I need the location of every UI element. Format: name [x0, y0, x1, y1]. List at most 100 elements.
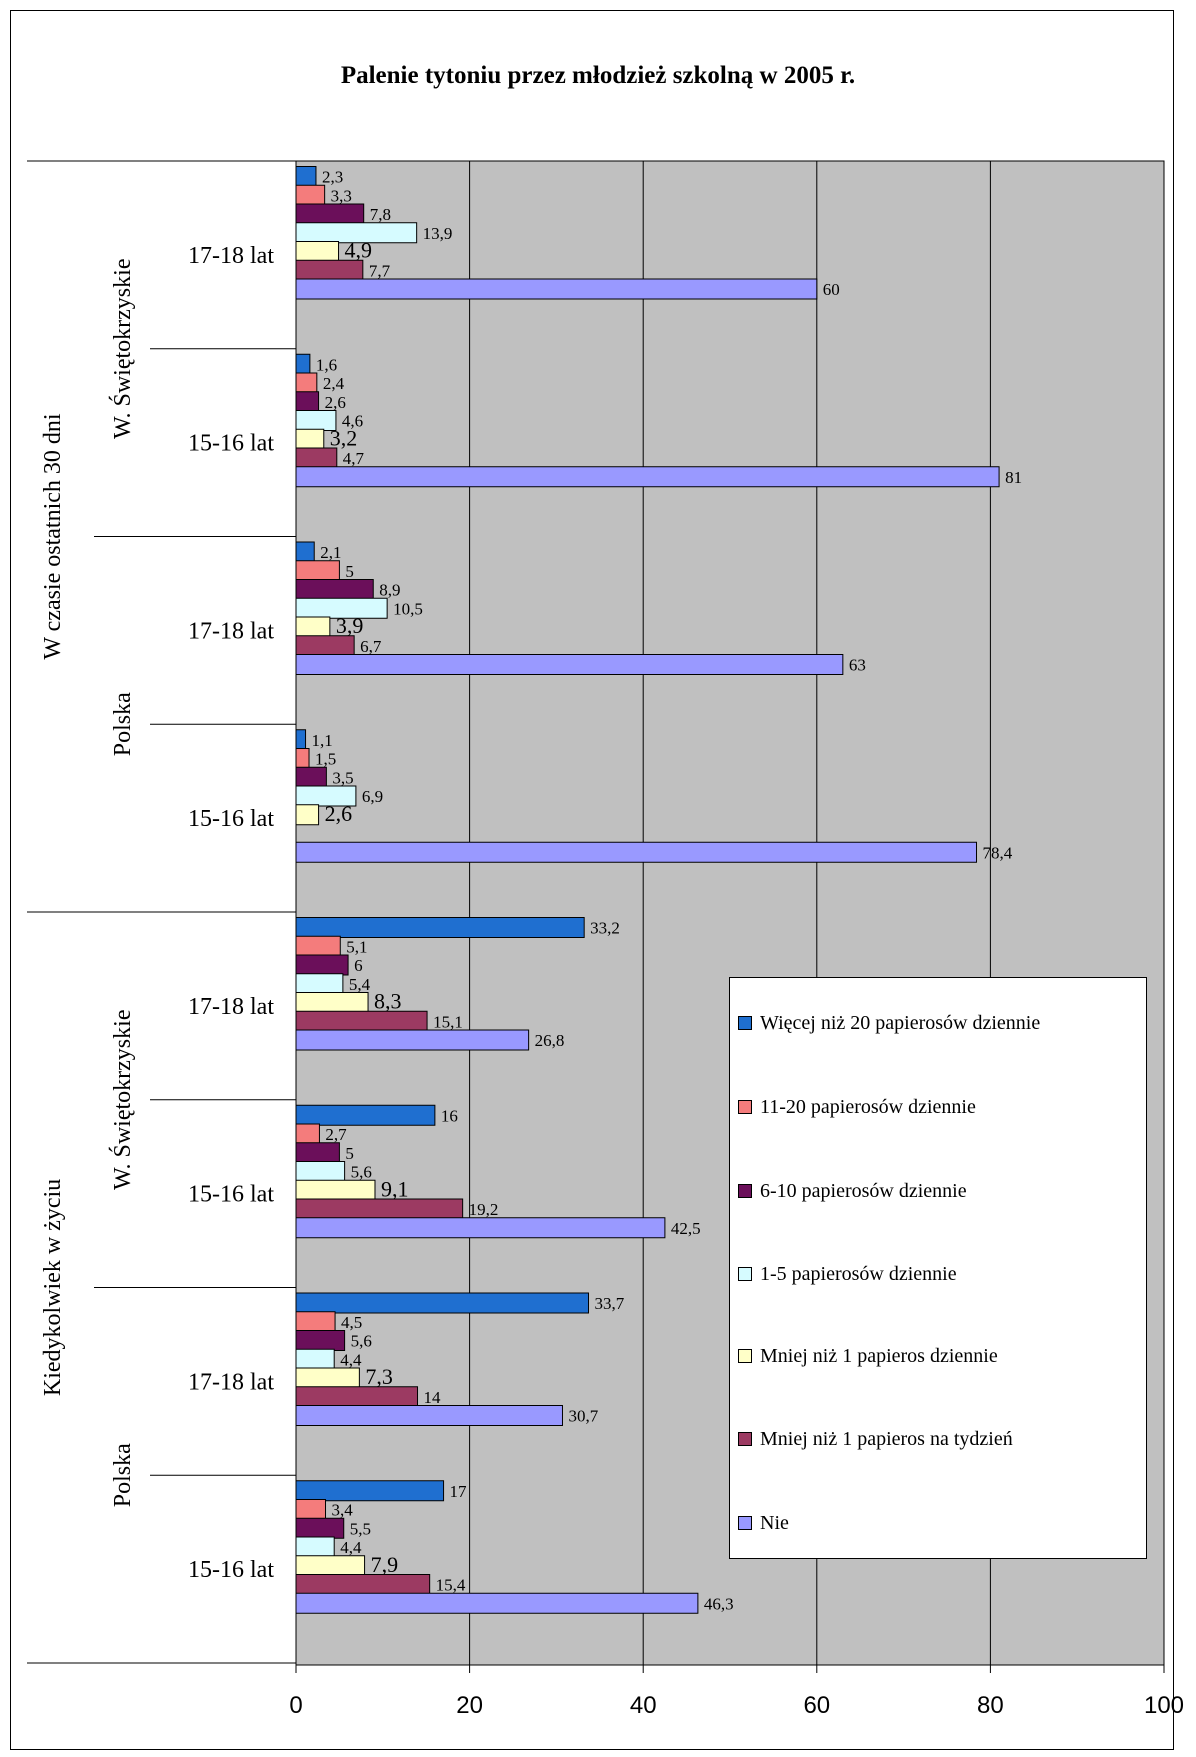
data-label: 7,7	[369, 261, 391, 280]
data-label: 78,4	[983, 843, 1013, 862]
bar	[295, 766, 327, 788]
bar	[295, 1104, 436, 1126]
bar	[295, 1292, 590, 1314]
bar	[295, 841, 978, 863]
tick-label: 0	[289, 1692, 302, 1719]
data-label: 60	[823, 280, 840, 299]
data-label: 3,5	[332, 768, 353, 787]
data-label: 5,1	[346, 937, 367, 956]
tick-label: 40	[630, 1692, 657, 1719]
data-label: 7,8	[370, 205, 391, 224]
category-label: 15-16 lat	[188, 1557, 274, 1583]
legend: Więcej niż 20 papierosów dziennie 11-20 p…	[729, 977, 1147, 1559]
bar	[295, 353, 311, 375]
data-label: 2,1	[320, 543, 341, 562]
legend-item: 1-5 papierosów dziennie	[738, 1259, 957, 1289]
data-label: 26,8	[535, 1031, 565, 1050]
bar	[295, 1367, 360, 1389]
bar	[295, 278, 818, 300]
region-label: Polska	[110, 692, 136, 756]
legend-item: Mniej niż 1 papieros na tydzień	[738, 1424, 1013, 1454]
chart-title: Palenie tytoniu przez młodzież szkolną w…	[340, 62, 856, 89]
data-label: 10,5	[393, 599, 423, 618]
data-label: 5,5	[350, 1519, 371, 1538]
legend-swatch	[738, 1100, 752, 1114]
data-label: 14	[424, 1388, 442, 1407]
data-label: 4,4	[340, 1350, 362, 1369]
bar	[295, 748, 310, 769]
bar	[295, 1161, 346, 1182]
legend-label: 1-5 papierosów dziennie	[760, 1262, 957, 1285]
data-label: 42,5	[671, 1219, 701, 1238]
data-label: 15,1	[433, 1012, 463, 1031]
legend-label: Mniej niż 1 papieros dziennie	[760, 1344, 998, 1367]
data-label: 5,4	[349, 975, 371, 994]
data-label: 2,3	[322, 168, 343, 187]
bar	[295, 372, 318, 394]
bar	[295, 597, 388, 619]
data-label: 6	[354, 956, 363, 975]
bar	[295, 241, 340, 262]
bar	[295, 391, 320, 413]
legend-label: 11-20 papierosów dziennie	[760, 1095, 976, 1118]
data-label: 16	[441, 1106, 458, 1125]
bar	[295, 447, 338, 469]
data-label: 4,9	[345, 238, 373, 263]
data-label: 33,7	[595, 1294, 625, 1313]
data-label: 63	[849, 656, 866, 675]
data-label: 3,3	[331, 186, 352, 205]
legend-item: Mniej niż 1 papieros dziennie	[738, 1341, 998, 1371]
bar	[295, 1592, 699, 1614]
bar	[295, 184, 326, 206]
data-label: 5	[345, 1144, 354, 1163]
data-label: 8,9	[379, 581, 400, 600]
bar	[295, 917, 585, 938]
bar	[295, 973, 344, 995]
data-label: 4,5	[341, 1313, 362, 1332]
bar	[295, 560, 340, 582]
bar	[295, 1536, 335, 1558]
bar	[295, 1555, 366, 1577]
data-label: 81	[1005, 468, 1022, 487]
group-label: Kiedykolwiek w życiu	[40, 1179, 66, 1396]
bar	[295, 428, 325, 450]
category-label: 17-18 lat	[188, 994, 274, 1020]
legend-swatch	[738, 1184, 752, 1198]
data-label: 7,9	[371, 1552, 399, 1577]
data-label: 5,6	[351, 1163, 372, 1182]
data-label: 8,3	[374, 989, 402, 1014]
data-label: 30,7	[568, 1407, 598, 1426]
data-label: 33,2	[590, 919, 620, 938]
legend-swatch	[738, 1516, 752, 1530]
bar	[295, 1405, 563, 1426]
bar	[295, 1311, 336, 1333]
bar	[295, 1123, 320, 1145]
data-label: 2,6	[325, 801, 353, 826]
region-label: W. Świętokrzyskie	[109, 259, 136, 439]
bar	[295, 1029, 530, 1051]
bar	[295, 203, 365, 225]
bar	[295, 1386, 419, 1408]
bar	[295, 785, 357, 807]
legend-label: Więcej niż 20 papierosów dziennie	[760, 1011, 1041, 1034]
bar	[295, 1010, 428, 1032]
legend-label: 6-10 papierosów dziennie	[760, 1179, 967, 1202]
bar	[295, 992, 369, 1013]
data-label: 2,7	[325, 1125, 347, 1144]
bar	[295, 654, 844, 675]
bar	[295, 1217, 666, 1239]
bar	[295, 1142, 340, 1164]
category-label: 15-16 lat	[188, 806, 274, 832]
data-label: 7,3	[365, 1364, 393, 1389]
tick-label: 80	[977, 1692, 1004, 1719]
bar	[295, 729, 307, 751]
bar	[295, 1330, 346, 1351]
data-label: 4,6	[342, 412, 363, 431]
data-label: 13,9	[423, 224, 453, 243]
bar	[295, 222, 418, 244]
data-label: 17	[450, 1482, 468, 1501]
legend-swatch	[738, 1432, 752, 1446]
legend-swatch	[738, 1267, 752, 1281]
data-label: 4,4	[340, 1538, 362, 1557]
bar	[295, 1517, 345, 1539]
